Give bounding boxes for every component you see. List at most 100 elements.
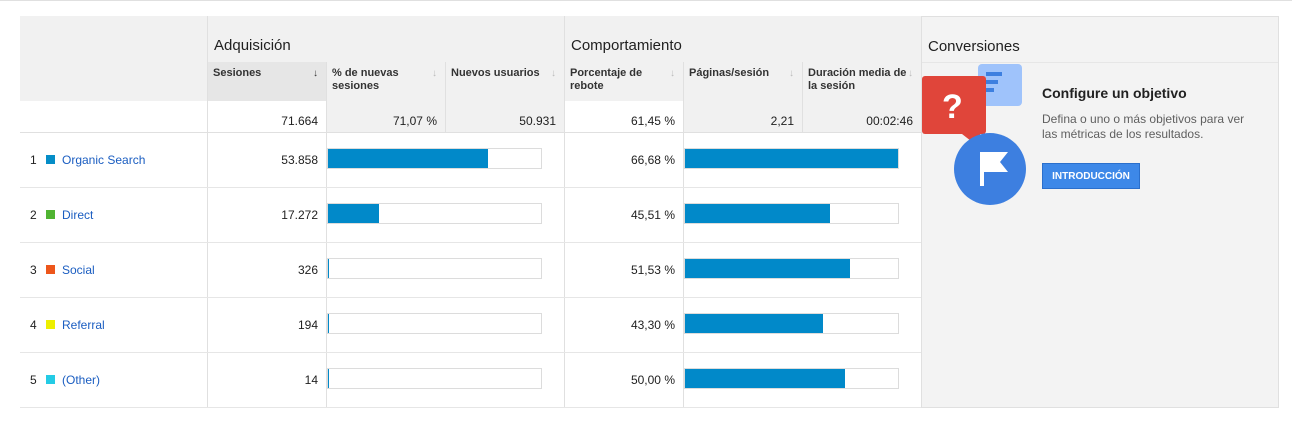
header-pages-per-session-label: Páginas/sesión (689, 67, 770, 79)
sessions-bar-fill (328, 259, 329, 278)
bounce-bar-cell (684, 188, 922, 242)
row-dimension: 1 Organic Search (20, 133, 208, 187)
row-dimension: 3 Social (20, 243, 208, 297)
sort-icon[interactable]: ↓ (789, 68, 794, 79)
bounce-bar (684, 203, 899, 224)
header-pct-new-sessions-label: % de nuevas sesiones (332, 67, 399, 92)
sessions-bar-cell (327, 353, 565, 407)
bounce-bar-fill (685, 369, 845, 388)
sessions-bar-cell (327, 188, 565, 242)
group-acquisition: Adquisición (208, 16, 565, 62)
header-new-users[interactable]: Nuevos usuarios ↓ (446, 62, 565, 101)
table-row: 1 Organic Search 53.858 66,68 % (20, 133, 922, 188)
bounce-bar (684, 313, 899, 334)
total-new-users: 50.931 (446, 101, 565, 132)
channel-color-swatch (46, 210, 55, 219)
bounce-rate-value: 50,00 % (565, 353, 684, 407)
sort-icon[interactable]: ↓ (908, 68, 913, 79)
header-avg-duration-label: Duración media de la sesión (808, 67, 907, 92)
column-headers: Sesiones ↓ % de nuevas sesiones ↓ Nuevos… (20, 62, 922, 101)
row-index: 5 (30, 373, 37, 387)
sessions-bar-fill (328, 369, 329, 388)
report-table: Adquisición Comportamiento Sesiones ↓ % … (20, 16, 922, 408)
header-pages-per-session[interactable]: Páginas/sesión ↓ (684, 62, 803, 101)
sessions-value: 194 (208, 298, 327, 352)
sessions-bar (327, 313, 542, 334)
total-bounce-rate: 61,45 % (565, 101, 684, 132)
goal-title: Configure un objetivo (1042, 85, 1187, 101)
bounce-bar-cell (684, 298, 922, 352)
row-index: 2 (30, 208, 37, 222)
top-divider (0, 0, 1292, 1)
channel-color-swatch (46, 155, 55, 164)
row-dimension: 4 Referral (20, 298, 208, 352)
header-bounce-rate-label: Porcentaje de rebote (570, 67, 643, 92)
sessions-bar (327, 258, 542, 279)
conversions-panel: Conversiones ? Configure un objetivo Def… (921, 16, 1279, 408)
channel-color-swatch (46, 375, 55, 384)
sessions-bar (327, 148, 542, 169)
sort-icon[interactable]: ↓ (432, 68, 437, 79)
goal-description: Defina o uno o más objetivos para ver la… (1042, 112, 1245, 141)
row-index: 1 (30, 153, 37, 167)
row-index: 3 (30, 263, 37, 277)
total-pages-per-session: 2,21 (684, 101, 803, 132)
bounce-bar-fill (685, 314, 823, 333)
total-avg-duration: 00:02:46 (803, 101, 922, 132)
conversions-divider (922, 62, 1278, 63)
sessions-value: 53.858 (208, 133, 327, 187)
channel-color-swatch (46, 320, 55, 329)
row-dimension: 2 Direct (20, 188, 208, 242)
sessions-bar (327, 203, 542, 224)
bounce-bar-cell (684, 133, 922, 187)
table-row: 2 Direct 17.272 45,51 % (20, 188, 922, 243)
bounce-bar-fill (685, 204, 830, 223)
goal-flag-illustration-icon: ? (922, 64, 1026, 205)
sessions-bar-cell (327, 243, 565, 297)
header-pct-new-sessions[interactable]: % de nuevas sesiones ↓ (327, 62, 446, 101)
bounce-bar-fill (685, 259, 850, 278)
sort-descending-icon[interactable]: ↓ (313, 68, 318, 79)
bounce-bar-cell (684, 353, 922, 407)
bounce-bar-fill (685, 149, 898, 168)
header-new-users-label: Nuevos usuarios (451, 67, 540, 79)
channel-color-swatch (46, 265, 55, 274)
table-row: 4 Referral 194 43,30 % (20, 298, 922, 353)
bounce-rate-value: 51,53 % (565, 243, 684, 297)
table-row: 3 Social 326 51,53 % (20, 243, 922, 298)
header-sessions-label: Sesiones (213, 67, 262, 79)
sessions-bar-fill (328, 204, 379, 223)
bounce-rate-value: 66,68 % (565, 133, 684, 187)
header-avg-duration[interactable]: Duración media de la sesión ↓ (803, 62, 922, 101)
totals-row: 71.664 71,07 % 50.931 61,45 % 2,21 00:02… (20, 101, 922, 133)
sessions-bar-cell (327, 298, 565, 352)
channel-link[interactable]: Social (62, 263, 95, 277)
bounce-bar-cell (684, 243, 922, 297)
bounce-bar (684, 148, 899, 169)
bounce-bar (684, 258, 899, 279)
column-groups: Adquisición Comportamiento (20, 16, 922, 62)
row-index: 4 (30, 318, 37, 332)
sort-icon[interactable]: ↓ (551, 68, 556, 79)
sessions-bar (327, 368, 542, 389)
svg-text:?: ? (942, 88, 963, 126)
sessions-bar-cell (327, 133, 565, 187)
bounce-rate-value: 43,30 % (565, 298, 684, 352)
header-sessions[interactable]: Sesiones ↓ (208, 62, 327, 101)
bounce-rate-value: 45,51 % (565, 188, 684, 242)
totals-dimension (20, 101, 208, 132)
introduction-button[interactable]: INTRODUCCIÓN (1042, 163, 1140, 189)
sessions-value: 14 (208, 353, 327, 407)
sort-icon[interactable]: ↓ (670, 68, 675, 79)
table-row: 5 (Other) 14 50,00 % (20, 353, 922, 408)
channel-link[interactable]: Referral (62, 318, 105, 332)
total-sessions: 71.664 (208, 101, 327, 132)
channel-link[interactable]: Direct (62, 208, 94, 222)
conversions-title: Conversiones (928, 38, 1020, 55)
channel-link[interactable]: Organic Search (62, 153, 146, 167)
sessions-bar-fill (328, 314, 329, 333)
header-dimension (20, 62, 208, 101)
table-body: 1 Organic Search 53.858 66,68 % 2 Direct 17.27… (20, 133, 922, 408)
header-bounce-rate[interactable]: Porcentaje de rebote ↓ (565, 62, 684, 101)
channel-link[interactable]: (Other) (62, 373, 101, 387)
